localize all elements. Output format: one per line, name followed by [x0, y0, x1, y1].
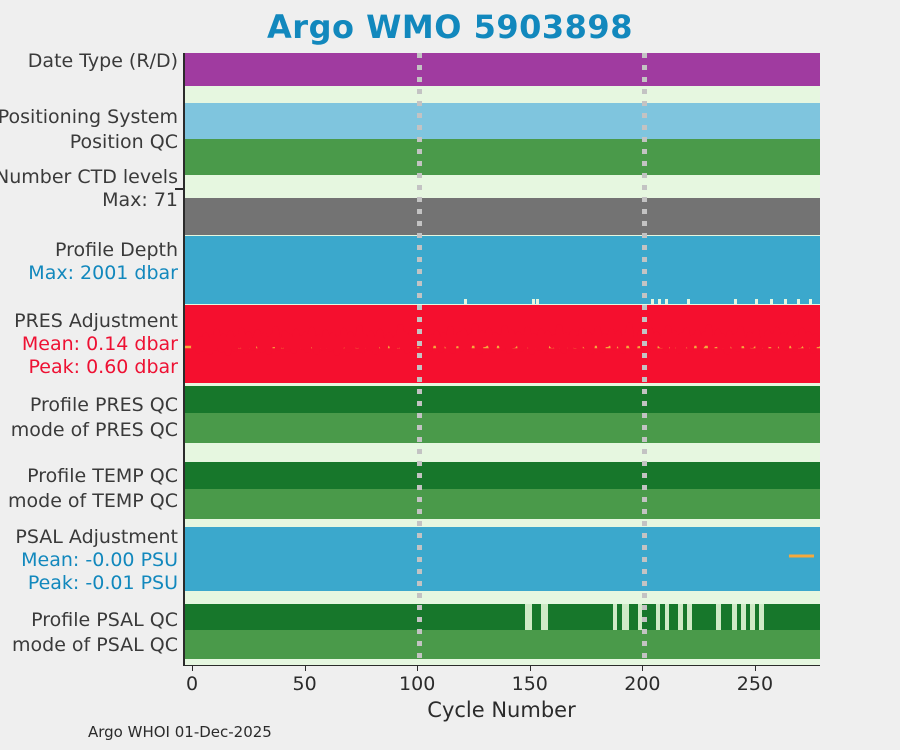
y-tick-ctd-levels [175, 188, 183, 190]
x-tick-label-200: 200 [624, 673, 661, 695]
psal-qc-gap [664, 604, 670, 630]
gridline-100 [417, 53, 423, 665]
x-tick-label-50: 50 [292, 673, 317, 695]
row-label-text: Profile Depth [55, 239, 178, 261]
row-label-text: PRES Adjustment [14, 310, 178, 332]
row-label-number-ctd-levels: Number CTD levels Max: 71 [0, 166, 178, 212]
x-tick-label-150: 150 [511, 673, 548, 695]
band-profile-pres-qc [185, 386, 820, 413]
profile-depth-notch [531, 299, 535, 304]
row-label-profile-depth: Profile Depth Max: 2001 dbar [28, 239, 178, 285]
row-label-stat: Max: 71 [102, 189, 178, 211]
x-tick-150 [529, 665, 531, 671]
psal-qc-gap [716, 604, 721, 630]
row-label-stat: Peak: 0.60 dbar [28, 356, 178, 378]
band-number-ctd-levels [185, 198, 820, 235]
x-tick-label-250: 250 [736, 673, 774, 695]
profile-depth-notch [797, 299, 801, 304]
x-tick-200 [642, 665, 644, 671]
row-label-stat: Max: 2001 dbar [28, 262, 178, 284]
row-label-profile-pres-qc: Profile PRES QC [30, 394, 178, 417]
band-position-qc [185, 139, 820, 175]
psal-adjustment-line [185, 551, 820, 568]
profile-depth-notch [770, 299, 774, 304]
row-label-profile-temp-qc: Profile TEMP QC [27, 465, 178, 488]
psal-qc-gap [621, 604, 629, 630]
psal-qc-gap [540, 604, 548, 630]
row-label-text: mode of PSAL QC [12, 634, 178, 656]
x-tick-50 [304, 665, 306, 671]
profile-depth-notch [687, 299, 691, 304]
plot-inner [185, 53, 820, 665]
row-label-pres-adjustment: PRES Adjustment Mean: 0.14 dbar Peak: 0.60… [14, 310, 178, 379]
row-label-mode-of-temp-qc: mode of TEMP QC [8, 490, 178, 513]
psal-qc-gap [655, 604, 661, 630]
psal-adjustment-series [185, 551, 820, 568]
row-label-text: Number CTD levels [0, 166, 178, 188]
psal-qc-gap [741, 604, 746, 630]
row-label-text: Position QC [69, 131, 178, 153]
x-tick-100 [417, 665, 419, 671]
row-label-stat: Mean: -0.00 PSU [21, 549, 178, 571]
footer-credit: Argo WHOI 01-Dec-2025 [88, 723, 272, 741]
profile-depth-notch [464, 299, 468, 304]
psal-qc-gap [732, 604, 737, 630]
profile-depth-notch [664, 299, 668, 304]
band-positioning-system [185, 103, 820, 139]
pres-adjustment-series [185, 322, 820, 356]
row-label-text: Positioning System [0, 106, 178, 128]
x-axis-title: Cycle Number [427, 698, 576, 722]
psal-qc-gap [678, 604, 683, 630]
gridline-200 [642, 53, 648, 665]
row-label-text: mode of PRES QC [10, 419, 178, 441]
band-mode-of-temp-qc [185, 489, 820, 519]
band-mode-of-psal-qc [185, 630, 820, 659]
row-label-text: mode of TEMP QC [8, 490, 178, 512]
row-label-text: Profile PRES QC [29, 394, 178, 416]
band-mode-of-pres-qc [185, 413, 820, 443]
psal-qc-gap [612, 604, 618, 630]
profile-depth-notch [754, 299, 758, 304]
row-label-stat: Mean: 0.14 dbar [21, 333, 178, 355]
x-axis-line [183, 665, 820, 666]
profile-depth-notch [808, 299, 812, 304]
psal-qc-gap [750, 604, 755, 630]
x-tick-label-100: 100 [399, 673, 436, 695]
profile-depth-notch [657, 299, 661, 304]
row-label-text: Profile TEMP QC [27, 465, 178, 487]
row-label-mode-of-pres-qc: mode of PRES QC [11, 419, 178, 442]
row-label-text: Date Type (R/D) [27, 50, 178, 72]
psal-qc-gap [759, 604, 764, 630]
x-tick-label-0: 0 [185, 673, 199, 695]
x-tick-0 [192, 665, 193, 671]
row-label-text: Profile PSAL QC [31, 609, 178, 631]
row-label-stat: Peak: -0.01 PSU [27, 572, 178, 594]
row-label-text: PSAL Adjustment [15, 526, 178, 548]
row-label-position-qc: Position QC [70, 131, 178, 154]
profile-depth-notch [536, 299, 540, 304]
band-date-type-r-d [185, 53, 820, 86]
band-psal-adjustment [185, 527, 820, 591]
band-profile-psal-qc [185, 604, 820, 630]
profile-depth-notch [734, 299, 738, 304]
x-tick-250 [754, 665, 756, 671]
page-title: Argo WMO 5903898 [267, 8, 633, 46]
row-label-mode-of-psal-qc: mode of PSAL QC [12, 634, 178, 657]
row-label-psal-adjustment: PSAL Adjustment Mean: -0.00 PSU Peak: -0.0… [15, 526, 178, 595]
timeline-plot-area [183, 53, 820, 665]
psal-qc-gap [637, 604, 643, 630]
profile-depth-notch [651, 299, 655, 304]
band-profile-temp-qc [185, 462, 820, 489]
row-label-positioning-system: Positioning System [0, 106, 178, 129]
psal-qc-gap [687, 604, 692, 630]
row-label-date-type-r-d: Date Type (R/D) [28, 50, 178, 73]
profile-depth-notch [783, 299, 787, 304]
pres-adjustment-line [191, 322, 820, 356]
row-label-profile-psal-qc: Profile PSAL QC [31, 609, 178, 632]
psal-qc-gap [525, 604, 532, 630]
band-profile-depth [185, 236, 820, 304]
